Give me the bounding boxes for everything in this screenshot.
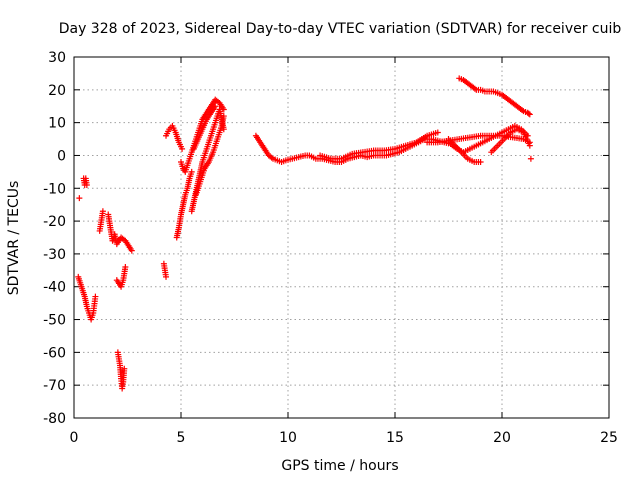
data-point [188,168,195,175]
data-point [525,110,532,117]
y-tick-label: -60 [43,345,66,361]
y-tick-label: 10 [48,116,66,132]
data-point [526,111,533,118]
data-point [220,126,227,133]
y-tick-label: -50 [43,313,66,329]
data-point [527,155,534,162]
data-point [163,273,170,280]
y-tick-label: -80 [43,411,66,427]
x-tick-label: 0 [70,430,79,446]
y-tick-label: 30 [48,50,66,66]
data-point [99,208,106,215]
y-axis-label: SDTVAR / TECUs [6,181,22,296]
y-tick-label: 20 [48,83,66,99]
axis-ticks: 0 5 10 15 20 25 30 20 10 0 -10 -20 -30 -40 -50 -60 -70 -8… [43,50,618,446]
data-point [128,247,135,254]
y-tick-label: -10 [43,181,66,197]
x-tick-label: 5 [177,430,186,446]
data-point [477,159,484,166]
data-point [526,142,533,149]
data-point [83,181,90,188]
y-tick-label: -30 [43,247,66,263]
x-tick-label: 15 [386,430,404,446]
x-tick-label: 25 [600,430,618,446]
plot-frame [73,56,610,419]
data-point [121,365,128,372]
x-tick-label: 10 [279,430,297,446]
data-points [75,75,534,392]
data-point [212,103,219,110]
data-point [179,145,186,152]
chart-title: Day 328 of 2023, Sidereal Day-to-day VTE… [59,21,622,37]
grid [74,57,609,418]
y-tick-label: 0 [57,148,66,164]
x-axis-label: GPS time / hours [281,458,398,474]
data-point [76,195,83,202]
x-tick-label: 20 [493,430,511,446]
y-tick-label: -20 [43,214,66,230]
y-tick-label: -70 [43,378,66,394]
data-point [92,293,99,300]
data-point [434,129,441,136]
y-tick-label: -40 [43,280,66,296]
data-point [220,113,227,120]
data-point [122,264,129,271]
